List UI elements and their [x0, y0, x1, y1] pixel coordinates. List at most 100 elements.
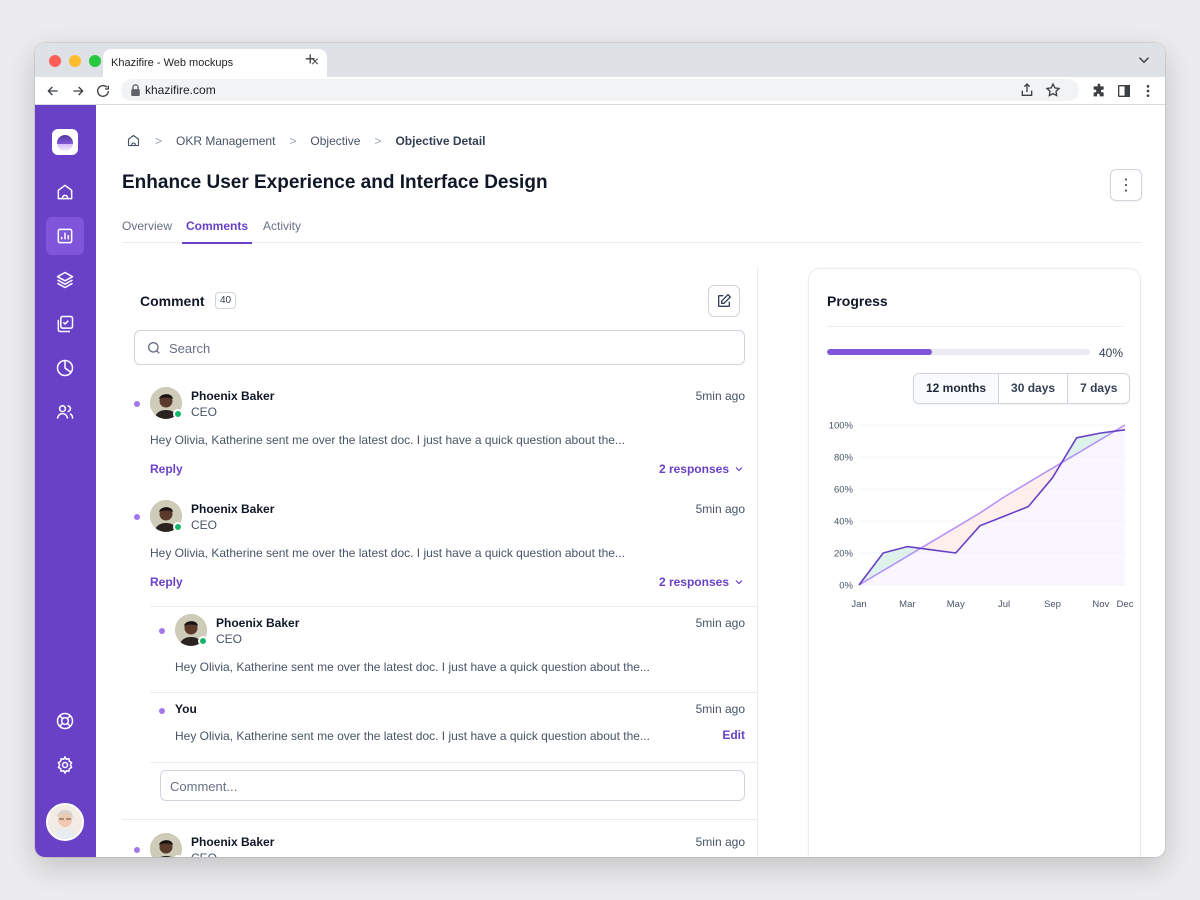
comment-item: Phoenix Baker CEO 5min ago Hey Olivia, K… [134, 387, 745, 482]
x-tick-label: Jan [851, 599, 866, 610]
reply-link[interactable]: Reply [150, 462, 183, 476]
progress-chart: 0% 20% 40% 60% 80% 100% Jan Mar May Jul Sep Nov Dec [829, 421, 1134, 611]
range-30-days-button[interactable]: 30 days [999, 374, 1069, 403]
breadcrumb-home-icon[interactable] [126, 133, 141, 148]
comment-field [160, 770, 745, 801]
settings-icon [57, 755, 73, 775]
sidebar-item-tasks[interactable] [46, 305, 84, 343]
avatar[interactable] [150, 833, 182, 857]
reload-icon[interactable] [95, 83, 111, 99]
y-tick-label: 80% [834, 453, 854, 464]
address-bar-row: khazifire.com [35, 77, 1165, 105]
reply-timestamp: 5min ago [695, 616, 745, 630]
sidebar-item-settings[interactable] [46, 746, 84, 784]
unread-dot [159, 628, 165, 634]
new-comment-button[interactable] [708, 285, 740, 317]
browser-tab-title: Khazifire - Web mockups [111, 57, 234, 69]
tab-comments[interactable]: Comments [182, 219, 253, 244]
user-avatar[interactable] [46, 803, 84, 841]
search-input[interactable] [169, 338, 729, 358]
tab-activity[interactable]: Activity [263, 219, 302, 233]
unread-dot [134, 847, 140, 853]
new-tab-button[interactable]: + [305, 49, 316, 69]
reply-item: Phoenix Baker CEO 5min ago Hey Olivia, K… [159, 614, 745, 684]
commenter-avatar-image [150, 833, 182, 857]
breadcrumb-item-okr-management[interactable]: OKR Management [176, 133, 276, 148]
bookmark-star-icon[interactable] [1045, 82, 1061, 98]
side-panel-icon[interactable] [1116, 83, 1132, 99]
x-tick-label: Sep [1044, 599, 1061, 610]
comment-input[interactable] [170, 777, 730, 795]
comment-timestamp: 5min ago [695, 502, 745, 516]
share-icon[interactable] [1019, 82, 1035, 98]
main-content: > OKR Management > Objective > Objective… [96, 105, 1165, 857]
search-icon [148, 342, 160, 354]
commenter-role: CEO [191, 405, 218, 419]
replier-role: CEO [216, 632, 243, 646]
check-square-icon [57, 315, 74, 333]
app: > OKR Management > Objective > Objective… [35, 105, 1165, 857]
back-arrow-icon[interactable] [45, 83, 61, 99]
progress-bar [827, 349, 1090, 355]
more-options-button[interactable]: ⋮ [1110, 169, 1142, 201]
sidebar-item-support[interactable] [46, 702, 84, 740]
minimize-window-button[interactable] [69, 55, 81, 67]
edit-reply-link[interactable]: Edit [722, 728, 745, 742]
x-tick-label: May [947, 599, 965, 610]
extensions-puzzle-icon[interactable] [1091, 83, 1107, 99]
page-title: Enhance User Experience and Interface De… [122, 172, 548, 193]
progress-percent: 40% [1099, 346, 1124, 360]
close-window-button[interactable] [49, 55, 61, 67]
breadcrumb-item-objective-detail: Objective Detail [395, 133, 486, 148]
comment-timestamp: 5min ago [695, 835, 745, 849]
responses-toggle[interactable]: 2 responses [659, 462, 745, 476]
sidebar-item-reports[interactable] [46, 217, 84, 255]
forward-arrow-icon[interactable] [70, 83, 86, 99]
tab-overview[interactable]: Overview [122, 219, 173, 233]
sidebar-item-layers[interactable] [46, 261, 84, 299]
online-status-indicator [173, 409, 183, 419]
deviation-fill [1076, 433, 1101, 454]
tab-search-chevron-icon[interactable] [1135, 51, 1153, 69]
x-tick-label: Mar [899, 599, 915, 610]
thread-divider [150, 692, 757, 693]
y-tick-label: 0% [839, 581, 853, 592]
sidebar-item-analytics[interactable] [46, 349, 84, 387]
comment-timestamp: 5min ago [695, 389, 745, 403]
progress-card: Progress 40% 12 months 30 days 7 days 0%… [808, 268, 1141, 857]
comment-text: Hey Olivia, Katherine sent me over the l… [150, 546, 625, 560]
edit-icon [718, 293, 732, 307]
url-text: khazifire.com [145, 83, 216, 97]
sidebar-item-home[interactable] [46, 173, 84, 211]
comment-item: Phoenix Baker CEO 5min ago Hey Olivia, K… [134, 500, 745, 595]
online-status-indicator [173, 522, 183, 532]
unread-dot [134, 514, 140, 520]
avatar[interactable] [150, 500, 182, 532]
range-7-days-button[interactable]: 7 days [1080, 381, 1118, 395]
breadcrumb-separator: > [289, 133, 297, 148]
breadcrumb: > OKR Management > Objective > Objective… [126, 133, 486, 148]
thread-divider [150, 762, 757, 763]
browser-menu-icon[interactable] [1140, 83, 1156, 99]
range-12-months-button[interactable]: 12 months [914, 374, 1000, 403]
comment-text: Hey Olivia, Katherine sent me over the l… [150, 433, 625, 447]
reply-link[interactable]: Reply [150, 575, 183, 589]
url-bar[interactable]: khazifire.com [121, 79, 1079, 101]
app-logo-icon[interactable] [52, 129, 78, 155]
breadcrumb-item-objective[interactable]: Objective [310, 133, 361, 148]
deviation-fill [1004, 482, 1029, 517]
responses-toggle[interactable]: 2 responses [659, 575, 745, 589]
detail-tabs: Overview Comments Activity [122, 215, 1142, 244]
browser-window: Khazifire - Web mockups × + khazifire.co… [35, 43, 1165, 857]
bar-chart-icon [57, 228, 73, 244]
comment-divider [122, 819, 757, 820]
close-tab-icon[interactable]: × [310, 53, 319, 69]
y-tick-label: 40% [834, 517, 854, 528]
maximize-window-button[interactable] [89, 55, 101, 67]
x-tick-label: Jul [998, 599, 1010, 610]
browser-tab[interactable]: Khazifire - Web mockups × [103, 49, 327, 77]
comments-heading: Comment [140, 293, 205, 309]
target-series-line [858, 424, 1126, 586]
commenter-name: Phoenix Baker [191, 835, 275, 849]
sidebar-item-users[interactable] [46, 393, 84, 431]
